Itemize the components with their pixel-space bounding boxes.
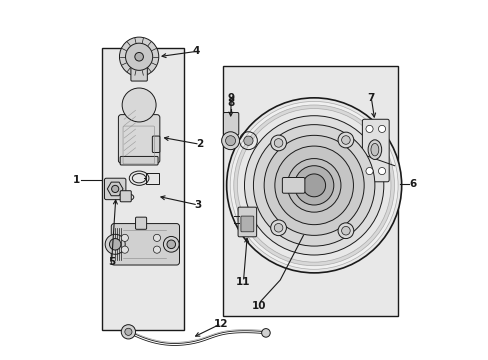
Polygon shape	[107, 182, 123, 196]
Circle shape	[153, 234, 160, 242]
Circle shape	[261, 329, 270, 337]
Circle shape	[119, 37, 159, 76]
Text: 2: 2	[196, 139, 203, 149]
FancyBboxPatch shape	[241, 216, 253, 232]
Text: 6: 6	[408, 179, 416, 189]
Circle shape	[294, 166, 333, 205]
Ellipse shape	[367, 140, 381, 159]
Circle shape	[105, 234, 125, 254]
FancyBboxPatch shape	[135, 217, 146, 229]
Text: 12: 12	[214, 319, 228, 329]
Circle shape	[274, 139, 282, 147]
FancyBboxPatch shape	[104, 178, 125, 200]
Circle shape	[121, 325, 135, 339]
Text: 9: 9	[227, 93, 234, 103]
Bar	[223, 66, 397, 316]
Circle shape	[264, 135, 364, 235]
Circle shape	[341, 226, 349, 235]
FancyBboxPatch shape	[120, 191, 131, 202]
Circle shape	[270, 135, 286, 151]
Circle shape	[302, 174, 325, 197]
Bar	[146, 173, 159, 184]
Text: 5: 5	[108, 257, 115, 267]
Circle shape	[378, 125, 385, 132]
Circle shape	[226, 98, 401, 273]
Circle shape	[233, 105, 394, 266]
Circle shape	[274, 146, 353, 225]
Text: 3: 3	[194, 200, 201, 210]
Circle shape	[121, 246, 128, 253]
Circle shape	[111, 185, 119, 193]
Circle shape	[337, 132, 353, 148]
Ellipse shape	[122, 88, 156, 122]
Circle shape	[230, 102, 397, 269]
FancyBboxPatch shape	[118, 114, 160, 163]
Circle shape	[153, 246, 160, 253]
Circle shape	[166, 240, 175, 249]
Circle shape	[365, 125, 372, 132]
Circle shape	[237, 109, 390, 262]
FancyBboxPatch shape	[362, 119, 388, 182]
Text: 11: 11	[236, 277, 250, 287]
Circle shape	[337, 223, 353, 239]
FancyBboxPatch shape	[223, 112, 238, 135]
Text: 8: 8	[227, 98, 234, 108]
Circle shape	[124, 328, 132, 336]
FancyBboxPatch shape	[282, 177, 304, 193]
Circle shape	[225, 136, 235, 146]
Circle shape	[244, 136, 253, 145]
FancyBboxPatch shape	[238, 207, 256, 237]
Circle shape	[287, 158, 340, 212]
Circle shape	[253, 125, 374, 246]
Text: 10: 10	[251, 301, 265, 311]
Text: 4: 4	[192, 46, 200, 57]
Bar	[102, 48, 183, 330]
FancyBboxPatch shape	[131, 59, 147, 81]
Circle shape	[109, 239, 121, 250]
Circle shape	[274, 224, 282, 232]
FancyBboxPatch shape	[120, 157, 158, 165]
Circle shape	[121, 234, 128, 242]
FancyBboxPatch shape	[111, 224, 179, 265]
Circle shape	[163, 237, 179, 252]
Circle shape	[365, 167, 372, 175]
Circle shape	[135, 53, 143, 61]
Ellipse shape	[370, 143, 378, 156]
Circle shape	[221, 132, 239, 150]
Circle shape	[125, 43, 152, 70]
Circle shape	[341, 136, 349, 144]
Circle shape	[244, 116, 383, 255]
FancyBboxPatch shape	[152, 136, 160, 153]
Text: 7: 7	[367, 93, 374, 103]
Circle shape	[378, 167, 385, 175]
Circle shape	[270, 220, 286, 236]
Text: 1: 1	[73, 175, 80, 185]
